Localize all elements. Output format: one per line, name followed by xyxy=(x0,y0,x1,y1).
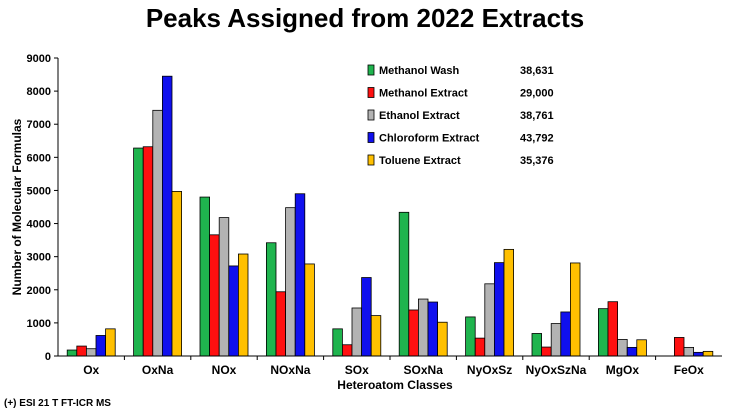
bar xyxy=(199,196,211,357)
y-tick-label: 1000 xyxy=(27,318,51,330)
bar xyxy=(209,234,220,357)
bar xyxy=(361,277,372,357)
y-tick-label: 0 xyxy=(45,351,51,363)
legend-total: 29,000 xyxy=(520,88,554,100)
bar xyxy=(76,345,87,357)
legend-swatch xyxy=(367,109,375,121)
y-tick-label: 2000 xyxy=(27,285,51,297)
bar xyxy=(218,217,230,357)
bar xyxy=(398,211,410,357)
x-tick-label: NyOxSzNa xyxy=(526,363,587,377)
y-tick-label: 8000 xyxy=(27,86,51,98)
legend-total: 35,376 xyxy=(520,155,554,167)
bar xyxy=(228,265,239,357)
bar xyxy=(531,333,543,357)
x-tick-label: SOxNa xyxy=(404,363,444,377)
bar xyxy=(427,301,439,357)
bar xyxy=(541,346,552,357)
x-tick-label: NOxNa xyxy=(270,363,310,377)
legend-swatch xyxy=(367,154,375,166)
y-tick-label: 4000 xyxy=(27,219,51,231)
y-tick-label: 3000 xyxy=(27,252,51,264)
footer-note: (+) ESI 21 T FT-ICR MS xyxy=(4,398,111,409)
bar xyxy=(275,291,287,357)
legend-label: Toluene Extract xyxy=(379,155,461,167)
bar xyxy=(370,315,382,357)
bar xyxy=(560,311,571,357)
legend-label: Ethanol Extract xyxy=(379,110,460,122)
x-tick-label: OxNa xyxy=(142,363,174,377)
bar xyxy=(408,309,419,357)
bar xyxy=(683,346,695,357)
bar xyxy=(304,263,315,357)
bar xyxy=(86,348,97,357)
chart-title: Peaks Assigned from 2022 Extracts xyxy=(146,3,584,33)
bar xyxy=(133,147,144,357)
y-tick-label: 5000 xyxy=(27,185,51,197)
bar xyxy=(285,207,296,357)
bar xyxy=(341,344,353,357)
x-axis-label: Heteroatom Classes xyxy=(337,378,453,392)
bar xyxy=(617,339,628,357)
bar xyxy=(417,298,429,357)
legend-total: 38,761 xyxy=(520,110,554,122)
bar xyxy=(171,191,183,357)
bar xyxy=(493,262,505,357)
legend-total: 38,631 xyxy=(520,65,554,77)
bar xyxy=(484,283,495,357)
x-tick-label: FeOx xyxy=(674,363,704,377)
bar xyxy=(332,328,343,357)
legend-swatch xyxy=(367,64,375,76)
legend-label: Chloroform Extract xyxy=(379,133,480,145)
bar xyxy=(95,335,107,357)
bar xyxy=(626,346,638,357)
bar xyxy=(465,316,476,357)
legend-label: Methanol Extract xyxy=(379,88,468,100)
x-tick-label: NOx xyxy=(212,363,237,377)
bar xyxy=(570,262,581,357)
bar xyxy=(265,242,277,357)
y-tick-label: 6000 xyxy=(27,152,51,164)
x-tick-label: MgOx xyxy=(606,363,640,377)
bar xyxy=(237,253,249,357)
bar xyxy=(66,349,78,357)
bar xyxy=(294,193,306,357)
bar xyxy=(437,321,448,357)
y-axis-label: Number of Molecular Formulas xyxy=(10,118,24,295)
bar xyxy=(142,146,154,357)
legend-swatch xyxy=(367,87,375,98)
bar xyxy=(550,323,562,357)
x-tick-label: NyOxSz xyxy=(467,363,512,377)
bar xyxy=(503,248,515,357)
bar xyxy=(607,301,619,357)
x-tick-label: Ox xyxy=(83,363,99,377)
bar xyxy=(636,339,647,357)
bar xyxy=(702,350,714,357)
legend-swatch xyxy=(367,132,375,143)
bar xyxy=(598,308,609,357)
bar xyxy=(474,337,486,357)
legend: Methanol Wash 38,631 Methanol Extract 29,00… xyxy=(367,64,554,167)
bar xyxy=(105,328,116,357)
x-tick-label: SOx xyxy=(345,363,369,377)
bar xyxy=(674,337,685,357)
bar xyxy=(351,307,363,357)
y-tick-label: 7000 xyxy=(27,119,51,131)
bar xyxy=(693,351,704,357)
legend-total: 43,792 xyxy=(520,133,554,145)
bar xyxy=(152,109,163,357)
bar xyxy=(161,75,173,357)
legend-label: Methanol Wash xyxy=(379,65,460,77)
y-tick-label: 9000 xyxy=(27,53,51,65)
